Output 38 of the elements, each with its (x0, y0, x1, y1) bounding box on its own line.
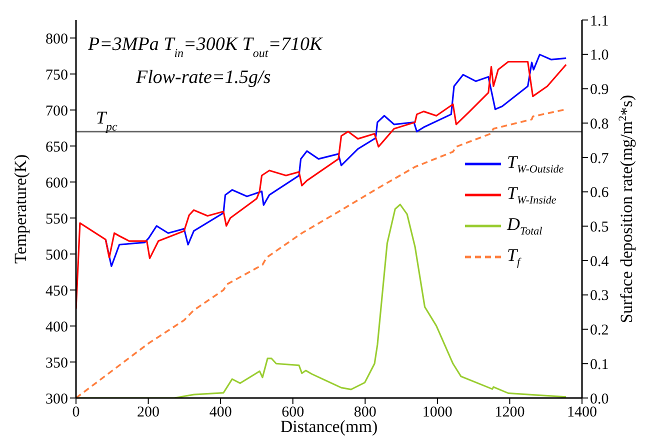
x-tick-label: 1400 (567, 404, 597, 421)
y-tick-label: 500 (46, 247, 68, 264)
legend-label: D$_{Total}$ (507, 214, 542, 238)
y-tick-label: 450 (46, 283, 68, 300)
x-tick-label: 1000 (422, 404, 452, 421)
ref-line-label: T$_{pc}$ (96, 108, 118, 134)
y-tick-label: 650 (46, 139, 68, 156)
y-tick-label: 400 (46, 319, 68, 336)
line-series (76, 204, 567, 398)
y-tick-label: 750 (46, 67, 68, 84)
y2-tick-label: 0.0 (590, 391, 609, 408)
y2-tick-label: 1.0 (590, 48, 609, 64)
legend-label: T$_{f}$ (507, 244, 520, 268)
y-axis-title: Temperature(K) (11, 154, 30, 264)
annotation: P=3MPa T$_{in}$=300K T$_{out}$=710K (87, 34, 324, 60)
x-tick-label: 1200 (494, 404, 525, 421)
legend-label: T$_{W-Outside}$ (507, 152, 564, 176)
annotation: Flow-rate=1.5g/s (135, 67, 271, 88)
legend-label: T$_{W-Inside}$ (507, 182, 556, 206)
y2-tick-label: 1.1 (590, 13, 609, 30)
y2-tick-label: 0.9 (590, 82, 609, 98)
y-tick-label: 300 (46, 391, 68, 408)
y2-tick-label: 0.2 (590, 322, 609, 339)
y2-tick-label: 0.7 (590, 150, 610, 167)
y-tick-label: 700 (46, 103, 68, 120)
y2-tick-label: 0.5 (590, 220, 609, 236)
y-tick-label: 600 (46, 175, 68, 192)
y-tick-label: 350 (46, 355, 68, 372)
y2-tick-label: 0.1 (590, 356, 609, 373)
y2-tick-label: 0.4 (590, 254, 610, 270)
x-tick-label: 0 (72, 404, 80, 421)
y-tick-label: 550 (46, 211, 68, 228)
y2-tick-label: 0.3 (590, 288, 609, 304)
y-tick-label: 800 (46, 31, 68, 48)
x-tick-label: 400 (209, 404, 232, 421)
x-tick-label: 200 (137, 404, 160, 421)
y2-tick-label: 0.8 (590, 116, 609, 132)
y2-tick-label: 0.6 (590, 185, 610, 202)
